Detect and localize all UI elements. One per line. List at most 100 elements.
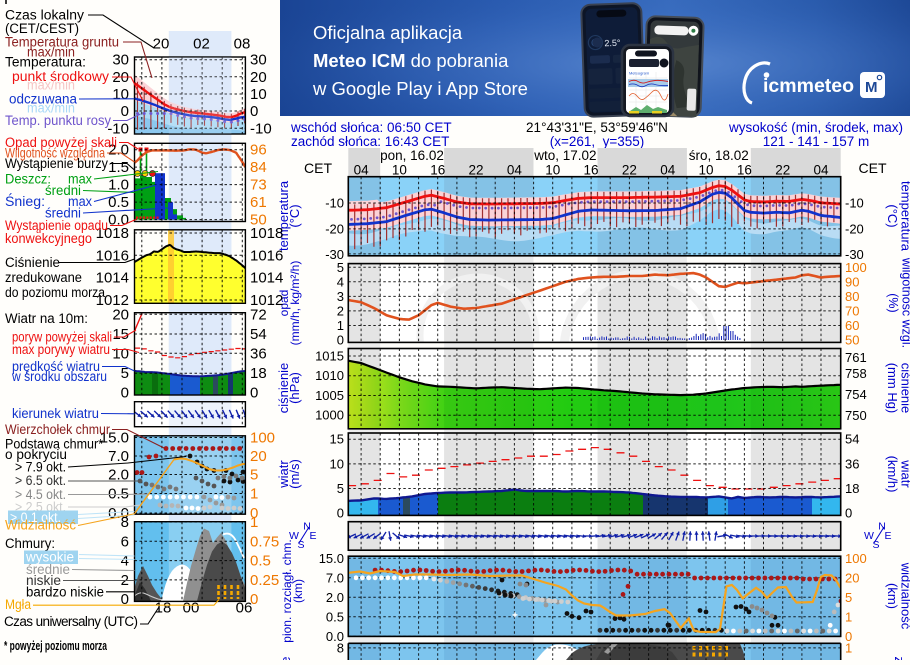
svg-text:0.5: 0.5	[326, 609, 344, 624]
svg-text:kierunek wiatru: kierunek wiatru	[12, 406, 99, 421]
svg-text:0: 0	[250, 505, 258, 522]
svg-text:(°C): (°C)	[885, 204, 900, 227]
svg-text:36: 36	[250, 346, 267, 363]
svg-text:odczuwana: odczuwana	[9, 91, 77, 106]
svg-text:2.0: 2.0	[326, 590, 344, 605]
svg-text:18: 18	[845, 481, 859, 496]
svg-text:1016: 1016	[96, 247, 129, 264]
svg-text:Temperatura gruntu: Temperatura gruntu	[5, 35, 119, 50]
svg-text:N: N	[303, 521, 311, 533]
svg-text:zachmurzenie: zachmurzenie	[278, 657, 293, 660]
svg-text:-30: -30	[845, 247, 864, 262]
svg-text:0: 0	[250, 103, 258, 120]
svg-text:Temp. punktu rosy: Temp. punktu rosy	[5, 113, 111, 128]
svg-text:16: 16	[430, 163, 445, 178]
svg-text:02: 02	[193, 36, 210, 53]
svg-text:50: 50	[845, 333, 859, 348]
svg-text:Deszcz:: Deszcz:	[5, 171, 51, 186]
svg-text:do poziomu morza: do poziomu morza	[5, 285, 105, 300]
svg-text:1014: 1014	[96, 270, 129, 287]
svg-text:-10: -10	[107, 120, 129, 137]
svg-text:Meteogram: Meteogram	[629, 71, 650, 76]
svg-text:> 4.5 okt.: > 4.5 okt.	[15, 487, 66, 502]
svg-text:konwekcyjnego: konwekcyjnego	[5, 231, 92, 246]
svg-text:wiatr: wiatr	[899, 459, 910, 488]
svg-text:2.5°: 2.5°	[604, 38, 621, 49]
svg-text:18: 18	[250, 365, 267, 382]
svg-text:temperatura: temperatura	[276, 180, 291, 251]
svg-text:ciśnienie: ciśnienie	[899, 363, 910, 414]
svg-text:w środku obszaru: w środku obszaru	[11, 369, 107, 384]
svg-text:100: 100	[845, 260, 867, 275]
svg-text:max/min: max/min	[27, 101, 75, 116]
svg-text:0.25: 0.25	[250, 572, 279, 589]
svg-text:10: 10	[330, 456, 344, 471]
svg-text:73: 73	[250, 177, 267, 194]
svg-text:30: 30	[250, 52, 267, 69]
svg-text:0: 0	[121, 591, 129, 608]
svg-text:0.5: 0.5	[250, 553, 271, 570]
svg-text:0.5: 0.5	[108, 194, 129, 211]
svg-text:> 6.5 okt.: > 6.5 okt.	[15, 473, 66, 488]
svg-text:36: 36	[845, 456, 859, 471]
svg-text:04: 04	[354, 163, 370, 178]
svg-text:30: 30	[112, 52, 129, 69]
svg-text:CET: CET	[304, 160, 332, 176]
svg-text:10: 10	[545, 163, 560, 178]
svg-text:Mgła: Mgła	[5, 597, 31, 612]
svg-text:pion. rozciągł. chm.: pion. rozciągł. chm.	[280, 539, 294, 642]
svg-text:S: S	[297, 539, 304, 551]
svg-text:Temperatura:: Temperatura:	[5, 55, 86, 70]
svg-text:16: 16	[737, 163, 752, 178]
svg-text:Opad powyżej skali: Opad powyżej skali	[5, 135, 117, 150]
svg-text:7.0: 7.0	[326, 570, 344, 585]
svg-text:0: 0	[121, 385, 129, 402]
svg-text:Ciśnienie: Ciśnienie	[5, 255, 60, 270]
svg-text:-10: -10	[250, 120, 272, 137]
svg-text:22: 22	[469, 163, 484, 178]
svg-text:5: 5	[337, 481, 344, 496]
svg-text:20: 20	[250, 69, 267, 86]
svg-text:Meteo ICM do pobrania: Meteo ICM do pobrania	[313, 50, 509, 71]
svg-text:121 - 141 - 157 m: 121 - 141 - 157 m	[763, 134, 870, 149]
svg-text:20: 20	[250, 448, 267, 465]
svg-text:Widzialność: Widzialność	[5, 518, 76, 533]
svg-text:100: 100	[250, 430, 275, 447]
svg-text:1015: 1015	[315, 349, 344, 364]
svg-text:W: W	[289, 530, 299, 542]
svg-text:0: 0	[337, 506, 344, 521]
svg-text:Podstawa chmur*: Podstawa chmur*	[5, 436, 104, 451]
svg-text:pon, 16.02: pon, 16.02	[380, 148, 444, 163]
svg-text:0: 0	[121, 103, 129, 120]
svg-text:04: 04	[507, 163, 523, 178]
svg-text:max porywy wiatru: max porywy wiatru	[12, 342, 110, 357]
svg-text:niskie: niskie	[26, 573, 61, 588]
svg-text:1: 1	[250, 486, 258, 503]
svg-text:00: 00	[183, 600, 200, 617]
svg-text:1012: 1012	[96, 292, 129, 309]
svg-text:0: 0	[845, 629, 852, 644]
svg-text:4: 4	[337, 274, 344, 289]
svg-text:20: 20	[112, 306, 129, 323]
svg-text:max: max	[68, 171, 92, 186]
svg-text:icmmeteo: icmmeteo	[763, 75, 854, 97]
svg-text:1000: 1000	[315, 408, 344, 423]
svg-text:1018: 1018	[96, 225, 129, 242]
svg-text:04: 04	[814, 163, 830, 178]
svg-text:1005: 1005	[315, 388, 344, 403]
svg-text:1012: 1012	[250, 292, 283, 309]
svg-text:S: S	[872, 539, 879, 551]
svg-text:22: 22	[775, 163, 790, 178]
svg-text:Czas uniwersalny (UTC): Czas uniwersalny (UTC)	[4, 614, 138, 629]
svg-text:(mm/h, kg/m²/h): (mm/h, kg/m²/h)	[288, 261, 302, 346]
svg-text:1.0: 1.0	[108, 177, 129, 194]
svg-text:E: E	[309, 530, 316, 542]
svg-text:N: N	[878, 521, 886, 533]
svg-text:E: E	[884, 530, 891, 542]
svg-text:1: 1	[845, 640, 852, 655]
svg-text:ciśnienie: ciśnienie	[276, 363, 291, 414]
svg-text:CET: CET	[859, 160, 887, 176]
svg-text:15: 15	[112, 326, 129, 343]
svg-text:(km/h): (km/h)	[885, 456, 900, 493]
svg-text:poryw powyżej skali: poryw powyżej skali	[12, 329, 112, 344]
